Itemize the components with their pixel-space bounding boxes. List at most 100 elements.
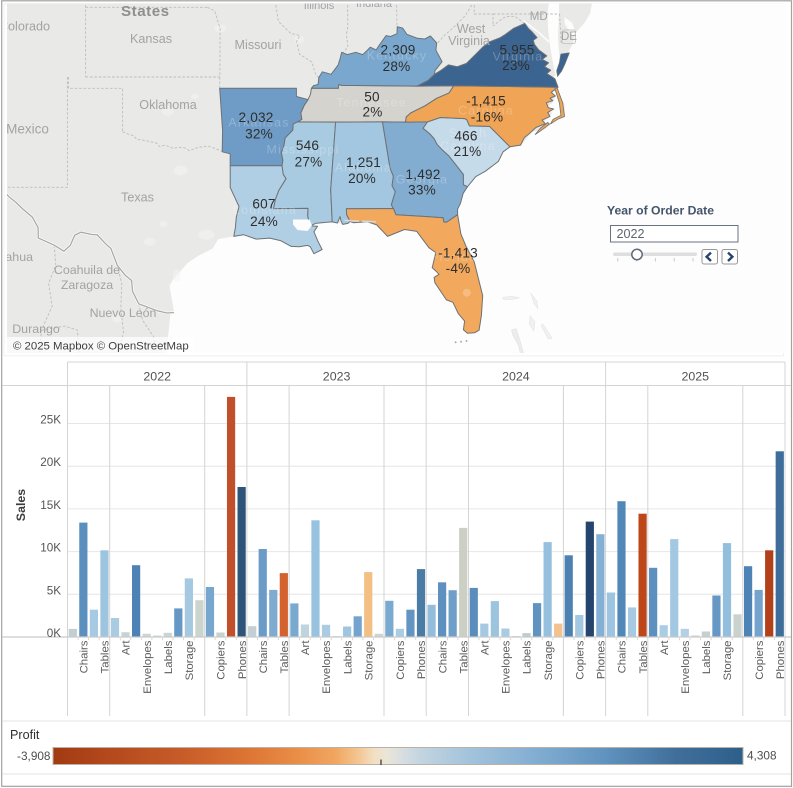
- svg-text:Labels: Labels: [163, 640, 175, 674]
- svg-text:1,492: 1,492: [405, 167, 440, 182]
- svg-text:Art: Art: [659, 640, 671, 655]
- svg-text:Durango: Durango: [12, 322, 60, 336]
- svg-text:Zaragoza: Zaragoza: [61, 278, 113, 292]
- svg-text:-16%: -16%: [471, 110, 504, 125]
- svg-text:Virginia: Virginia: [448, 34, 490, 48]
- svg-text:Chairs: Chairs: [258, 640, 270, 673]
- svg-text:Tables: Tables: [279, 640, 291, 673]
- svg-text:Storage: Storage: [543, 641, 555, 681]
- svg-text:2024: 2024: [502, 370, 530, 384]
- svg-text:20K: 20K: [40, 456, 61, 469]
- svg-text:28%: 28%: [383, 59, 411, 74]
- svg-text:Arkansas: Arkansas: [228, 116, 289, 130]
- svg-text:2022: 2022: [617, 227, 645, 241]
- svg-text:Coahuila de: Coahuila de: [54, 263, 120, 277]
- svg-text:Art: Art: [300, 640, 312, 655]
- svg-text:Art: Art: [480, 640, 492, 655]
- svg-text:Year of Order Date: Year of Order Date: [607, 204, 714, 218]
- svg-text:South: South: [449, 126, 487, 140]
- svg-text:Tables: Tables: [100, 640, 112, 673]
- svg-text:Indiana: Indiana: [356, 0, 393, 10]
- svg-text:607: 607: [252, 197, 275, 212]
- svg-text:Tables: Tables: [458, 640, 470, 673]
- svg-text:Chihuahua: Chihuahua: [0, 250, 33, 264]
- svg-text:10K: 10K: [40, 542, 61, 555]
- svg-text:21%: 21%: [454, 144, 482, 159]
- svg-text:Labels: Labels: [522, 640, 534, 674]
- svg-text:27%: 27%: [295, 155, 323, 170]
- svg-text:Copiers: Copiers: [216, 640, 228, 680]
- svg-text:0K: 0K: [47, 627, 62, 640]
- svg-text:2022: 2022: [143, 370, 171, 384]
- svg-text:Phones: Phones: [775, 640, 787, 679]
- svg-text:Florida: Florida: [431, 250, 477, 264]
- svg-text:Envelopes: Envelopes: [501, 640, 513, 693]
- svg-text:Phones: Phones: [596, 640, 608, 679]
- svg-text:Tables: Tables: [638, 640, 650, 673]
- svg-text:Sales: Sales: [14, 489, 28, 521]
- svg-text:5,955: 5,955: [499, 42, 534, 57]
- svg-text:Storage: Storage: [722, 641, 734, 681]
- svg-text:50: 50: [364, 90, 380, 105]
- svg-text:Copiers: Copiers: [395, 640, 407, 680]
- svg-text:Kansas: Kansas: [130, 32, 172, 46]
- svg-text:Art: Art: [121, 640, 133, 655]
- svg-text:Labels: Labels: [701, 640, 713, 674]
- svg-text:-1,415: -1,415: [466, 94, 506, 109]
- svg-text:2,309: 2,309: [380, 43, 415, 58]
- svg-text:546: 546: [296, 138, 319, 153]
- svg-text:Mississippi: Mississippi: [266, 143, 339, 157]
- svg-text:Georgia: Georgia: [396, 172, 448, 186]
- svg-text:Alabama: Alabama: [335, 161, 392, 175]
- svg-text:Profit: Profit: [10, 728, 40, 742]
- svg-text:Colorado: Colorado: [0, 20, 50, 34]
- svg-text:Envelopes: Envelopes: [680, 640, 692, 693]
- svg-text:-4%: -4%: [446, 261, 471, 276]
- svg-text:-1,413: -1,413: [438, 246, 478, 261]
- svg-text:Virginia: Virginia: [493, 50, 544, 64]
- svg-text:20%: 20%: [348, 171, 376, 186]
- svg-text:Nuevo León: Nuevo León: [90, 306, 157, 320]
- svg-text:MD: MD: [530, 11, 548, 23]
- svg-text:Kentucky: Kentucky: [367, 49, 428, 63]
- svg-text:Envelopes: Envelopes: [321, 640, 333, 693]
- svg-text:DE: DE: [561, 31, 577, 43]
- svg-text:West: West: [457, 22, 486, 36]
- svg-text:15K: 15K: [40, 499, 61, 512]
- svg-text:Texas: Texas: [121, 191, 154, 205]
- svg-text:Oklahoma: Oklahoma: [139, 98, 196, 112]
- svg-text:2025: 2025: [682, 370, 710, 384]
- svg-text:32%: 32%: [245, 127, 273, 142]
- svg-text:24%: 24%: [250, 214, 278, 229]
- svg-text:Copiers: Copiers: [574, 640, 586, 680]
- svg-text:Labels: Labels: [342, 640, 354, 674]
- svg-text:2%: 2%: [362, 104, 382, 119]
- svg-text:5K: 5K: [47, 584, 62, 597]
- svg-text:Phones: Phones: [237, 640, 249, 679]
- svg-text:2023: 2023: [323, 370, 351, 384]
- svg-text:States: States: [121, 3, 170, 20]
- svg-text:2,032: 2,032: [238, 110, 273, 125]
- svg-text:Copiers: Copiers: [754, 640, 766, 680]
- svg-text:25K: 25K: [40, 414, 61, 427]
- svg-text:Chairs: Chairs: [437, 640, 449, 673]
- svg-text:23%: 23%: [502, 58, 530, 73]
- svg-text:466: 466: [454, 129, 477, 144]
- svg-text:Storage: Storage: [363, 641, 375, 681]
- svg-text:Envelopes: Envelopes: [142, 640, 154, 693]
- svg-text:Carolina: Carolina: [440, 139, 496, 153]
- svg-text:© 2025 Mapbox © OpenStreetMap: © 2025 Mapbox © OpenStreetMap: [13, 341, 189, 353]
- svg-text:Chairs: Chairs: [79, 640, 91, 673]
- svg-text:Phones: Phones: [416, 640, 428, 679]
- svg-text:-3,908: -3,908: [17, 749, 51, 763]
- svg-text:Missouri: Missouri: [235, 38, 282, 52]
- svg-text:Storage: Storage: [184, 641, 196, 681]
- svg-text:33%: 33%: [408, 183, 436, 198]
- svg-text:Carolina: Carolina: [458, 104, 514, 118]
- svg-text:4,308: 4,308: [747, 749, 777, 763]
- svg-text:1,251: 1,251: [346, 155, 381, 170]
- svg-text:Mexico: Mexico: [6, 122, 49, 137]
- svg-text:Tennessee: Tennessee: [336, 96, 407, 110]
- svg-text:Chairs: Chairs: [617, 640, 629, 673]
- svg-text:Louisiana: Louisiana: [233, 203, 297, 217]
